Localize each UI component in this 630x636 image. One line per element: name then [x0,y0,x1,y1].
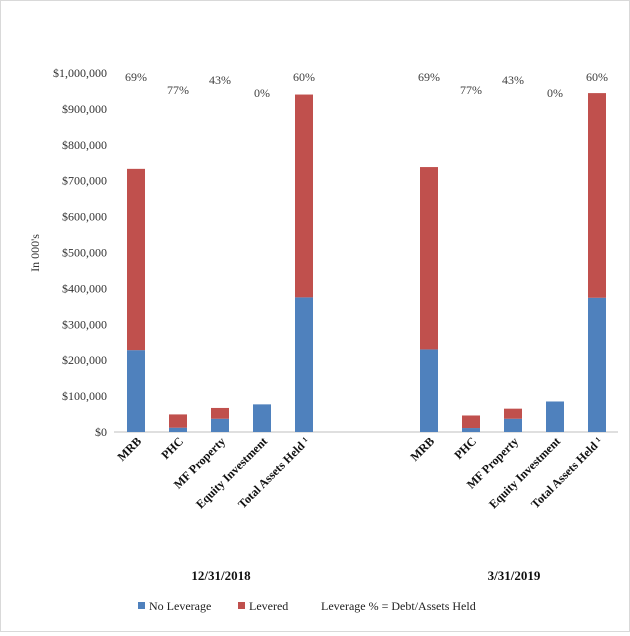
legend-note: Leverage % = Debt/Assets Held [321,599,476,613]
y-tick-label: $0 [95,425,107,439]
y-tick-label: $800,000 [62,138,107,152]
bar-no-leverage [295,297,313,432]
bar-levered [127,168,145,351]
group-labels: 12/31/2018 3/31/2019 [191,568,540,583]
bar-no-leverage [546,401,564,432]
leverage-pct-label: 43% [502,73,524,87]
bar-levered [462,415,480,429]
bar-no-leverage [169,427,187,432]
y-tick-label: $600,000 [62,210,107,224]
y-tick-label: $900,000 [62,102,107,116]
category-label: PHC [451,434,479,462]
y-tick-label: $700,000 [62,174,107,188]
bar-no-leverage [504,418,522,432]
bar-levered [211,407,229,419]
group-label: 3/31/2019 [488,568,541,583]
legend-label-levered: Levered [249,599,288,613]
leverage-pct-label: 0% [547,86,563,100]
bar-levered [295,94,313,298]
leverage-pct-label: 60% [293,70,315,84]
category-label: Equity Investment [193,434,270,511]
y-tick-label: $1,000,000 [53,66,107,80]
category-label: PHC [158,434,186,462]
y-tick-label: $300,000 [62,317,107,331]
bar-no-leverage [211,418,229,432]
bar-levered [588,93,606,298]
leverage-pct-label: 69% [418,70,440,84]
leverage-pct-label: 77% [460,83,482,97]
y-tick-label: $100,000 [62,389,107,403]
bar-levered [420,167,438,350]
legend-swatch-no-leverage [138,602,145,609]
leverage-pct-label: 0% [254,86,270,100]
bar-no-leverage [420,349,438,432]
leverage-pct-label: 60% [586,70,608,84]
leverage-pct-label: 43% [209,73,231,87]
leverage-pct-label: 77% [167,83,189,97]
category-label: Equity Investment [486,434,563,511]
category-label: Total Assets Held ¹ [235,434,312,511]
bar-no-leverage [588,297,606,432]
leverage-pct-label: 69% [125,70,147,84]
bar-levered [504,408,522,419]
leverage-pct-labels: 69% 77% 43% 0% 60% 69% 77% 43% 0% 60% [125,70,608,100]
bar-levered [169,414,187,428]
legend-label-no-leverage: No Leverage [149,599,211,613]
y-axis-title: In 000's [28,234,42,272]
y-axis-tick-labels: $0 $100,000 $200,000 $300,000 $400,000 $500,0… [53,66,107,439]
category-label: MRB [407,434,437,464]
y-tick-label: $400,000 [62,281,107,295]
category-label: MRB [114,434,144,464]
category-label: Total Assets Held ¹ [528,434,605,511]
bar-no-leverage [462,428,480,432]
y-tick-label: $500,000 [62,246,107,260]
group-label: 12/31/2018 [191,568,251,583]
legend: No Leverage Levered Leverage % = Debt/As… [138,599,476,613]
y-tick-label: $200,000 [62,353,107,367]
bars-layer [127,93,606,432]
bar-no-leverage [253,404,271,432]
legend-swatch-levered [238,602,245,609]
bar-no-leverage [127,350,145,432]
